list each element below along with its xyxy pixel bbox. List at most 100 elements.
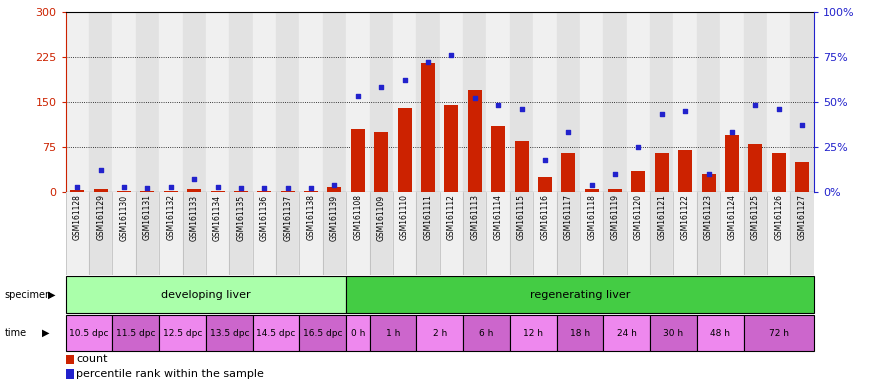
- Text: GSM161110: GSM161110: [400, 194, 410, 240]
- Point: [117, 184, 131, 190]
- Text: GSM161126: GSM161126: [774, 194, 783, 240]
- Bar: [510, 315, 556, 351]
- Point: [678, 108, 692, 114]
- Bar: [323, 12, 346, 192]
- Text: GSM161114: GSM161114: [493, 194, 502, 240]
- Point: [468, 95, 482, 101]
- Bar: [487, 12, 510, 192]
- Bar: [678, 150, 692, 192]
- Bar: [724, 135, 739, 192]
- Text: GSM161108: GSM161108: [354, 194, 362, 240]
- Bar: [159, 12, 183, 192]
- Point: [327, 182, 341, 188]
- Bar: [66, 315, 112, 351]
- Text: count: count: [76, 354, 108, 364]
- Bar: [206, 192, 229, 275]
- Text: GSM161132: GSM161132: [166, 194, 175, 240]
- Bar: [772, 153, 786, 192]
- Bar: [533, 192, 556, 275]
- Bar: [650, 192, 674, 275]
- Bar: [374, 132, 388, 192]
- Bar: [748, 144, 762, 192]
- Text: GSM161124: GSM161124: [727, 194, 737, 240]
- Point: [234, 185, 248, 192]
- Text: GSM161138: GSM161138: [306, 194, 316, 240]
- Point: [70, 184, 84, 190]
- Bar: [720, 192, 744, 275]
- Text: GSM161119: GSM161119: [611, 194, 620, 240]
- Bar: [351, 129, 365, 192]
- Bar: [112, 192, 136, 275]
- Text: GSM161116: GSM161116: [541, 194, 550, 240]
- Bar: [393, 12, 416, 192]
- Text: regenerating liver: regenerating liver: [529, 290, 630, 300]
- Bar: [674, 192, 696, 275]
- Bar: [604, 192, 626, 275]
- Bar: [790, 12, 814, 192]
- Bar: [183, 192, 206, 275]
- Bar: [650, 315, 696, 351]
- Text: 14.5 dpc: 14.5 dpc: [256, 329, 296, 338]
- Bar: [444, 105, 458, 192]
- Bar: [463, 192, 486, 275]
- Point: [164, 184, 178, 190]
- Point: [397, 77, 411, 83]
- Bar: [626, 192, 650, 275]
- Bar: [234, 191, 248, 192]
- Bar: [187, 189, 201, 192]
- Bar: [584, 189, 598, 192]
- Text: GSM161113: GSM161113: [470, 194, 480, 240]
- Text: GSM161123: GSM161123: [704, 194, 713, 240]
- Text: specimen: specimen: [4, 290, 52, 300]
- Bar: [556, 192, 580, 275]
- Bar: [323, 192, 346, 275]
- Bar: [744, 12, 767, 192]
- Text: GSM161135: GSM161135: [236, 194, 246, 241]
- Bar: [468, 90, 482, 192]
- Text: 10.5 dpc: 10.5 dpc: [69, 329, 108, 338]
- Bar: [790, 192, 814, 275]
- Text: ▶: ▶: [48, 290, 56, 300]
- Bar: [696, 12, 720, 192]
- Bar: [744, 192, 767, 275]
- Bar: [66, 276, 346, 313]
- Text: 18 h: 18 h: [570, 329, 590, 338]
- Point: [491, 102, 505, 108]
- Bar: [702, 174, 716, 192]
- Bar: [650, 12, 674, 192]
- Bar: [346, 315, 369, 351]
- Text: GSM161125: GSM161125: [751, 194, 760, 240]
- Bar: [369, 192, 393, 275]
- Point: [748, 102, 762, 108]
- Text: 48 h: 48 h: [710, 329, 731, 338]
- Bar: [94, 189, 108, 192]
- Bar: [276, 12, 299, 192]
- Bar: [281, 191, 295, 192]
- Bar: [510, 192, 533, 275]
- Bar: [744, 315, 814, 351]
- Bar: [66, 192, 89, 275]
- Point: [724, 129, 738, 136]
- Bar: [654, 153, 668, 192]
- Text: 72 h: 72 h: [768, 329, 788, 338]
- Text: 2 h: 2 h: [432, 329, 447, 338]
- Bar: [253, 192, 276, 275]
- Bar: [608, 189, 622, 192]
- Point: [584, 182, 598, 188]
- Point: [514, 106, 528, 112]
- Text: GSM161137: GSM161137: [284, 194, 292, 241]
- Bar: [580, 192, 604, 275]
- Text: GSM161128: GSM161128: [73, 194, 82, 240]
- Bar: [393, 192, 416, 275]
- Bar: [229, 192, 253, 275]
- Bar: [257, 191, 271, 192]
- Text: GSM161131: GSM161131: [143, 194, 152, 240]
- Bar: [556, 315, 604, 351]
- Text: GSM161117: GSM161117: [564, 194, 573, 240]
- Bar: [299, 315, 346, 351]
- Text: 12.5 dpc: 12.5 dpc: [163, 329, 202, 338]
- Point: [351, 93, 365, 99]
- Bar: [795, 162, 809, 192]
- Bar: [112, 315, 159, 351]
- Bar: [767, 192, 790, 275]
